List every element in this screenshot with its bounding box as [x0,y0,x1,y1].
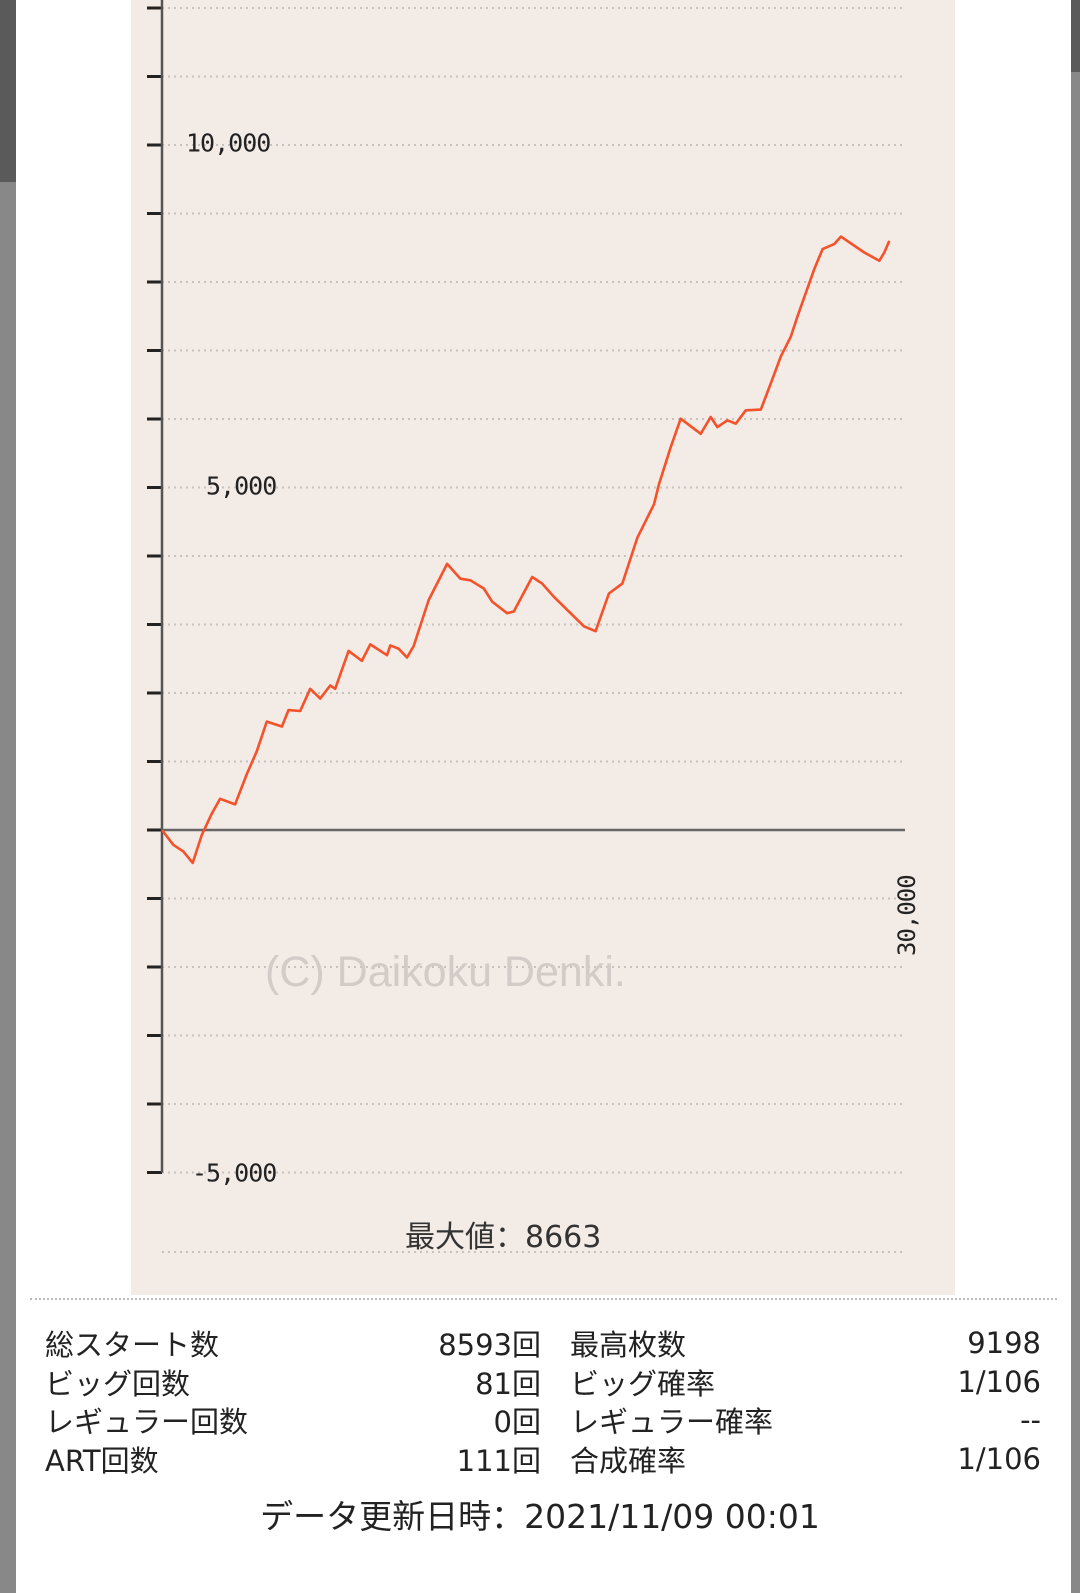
stats-row: レギュラー回数 0回 レギュラー確率 -- [45,1401,1041,1440]
stat-value: 8593回 [438,1328,541,1363]
chart-area [131,0,955,1295]
y-tick-label: 5,000 [206,471,277,501]
stats-row: ビッグ回数 81回 ビッグ確率 1/106 [45,1363,1041,1402]
stat-value: -- [1020,1403,1041,1438]
stat-label: 総スタート数 [45,1328,220,1363]
stat-value: 81回 [475,1366,541,1401]
background-strip [1071,0,1080,72]
stat-label: ART回数 [45,1443,159,1478]
series-line [160,235,891,865]
slump-chart [147,0,905,1253]
x-tick-label: 30,000 [893,875,921,956]
stat-label: ビッグ回数 [45,1366,191,1401]
y-tick-label: -5,000 [192,1158,277,1188]
stat-value: 0回 [493,1405,541,1440]
watermark: (C) Daikoku Denki. [265,948,626,996]
update-timestamp: データ更新日時：2021/11/09 00:01 [260,1497,820,1536]
stat-label: ビッグ確率 [570,1366,716,1401]
stats-row: 総スタート数 8593回 最高枚数 9198 [45,1324,1041,1363]
stat-value: 111回 [456,1443,541,1478]
stat-value: 1/106 [957,1364,1041,1399]
background-strip [0,0,16,182]
stat-label: 合成確率 [570,1443,687,1478]
stat-value: 9198 [967,1326,1041,1361]
stat-label: レギュラー確率 [570,1405,774,1440]
stat-label: 最高枚数 [570,1328,687,1363]
stat-value: 1/106 [957,1441,1041,1476]
divider [30,1298,1057,1300]
max-value-label: 最大値：8663 [405,1220,602,1255]
stats-row: ART回数 111回 合成確率 1/106 [45,1440,1041,1479]
stat-label: レギュラー回数 [45,1405,249,1440]
stats-table: 総スタート数 8593回 最高枚数 9198 ビッグ回数 81回 ビッグ確率 1… [45,1324,1041,1478]
y-tick-label: 10,000 [186,128,271,158]
